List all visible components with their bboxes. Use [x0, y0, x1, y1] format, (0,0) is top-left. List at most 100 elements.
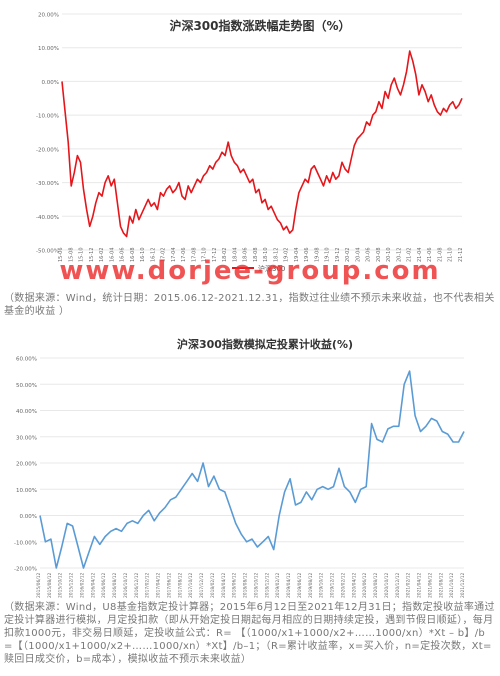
- x-tick-label: 17-10: [202, 247, 208, 262]
- x-tick-label: 2020/10/12: [384, 572, 390, 598]
- x-tick-label: 19-02: [284, 247, 290, 262]
- chart-1-panel: 沪深300指数涨跌幅走势图（%） 20.00% 10.00% 0.00% -10.00…: [0, 0, 500, 290]
- y-tick-label: -40.00%: [36, 215, 59, 221]
- x-tick-label: 2021/06/12: [427, 572, 433, 598]
- x-tick-label: 20-10: [386, 247, 392, 262]
- x-tick-label: 15-10: [79, 247, 85, 262]
- x-tick-label: 19-10: [325, 247, 331, 262]
- x-tick-label: 2019/10/12: [319, 572, 325, 598]
- x-tick-label: 19-12: [335, 247, 341, 262]
- x-tick-label: 2015/12/12: [69, 572, 75, 598]
- x-tick-label: 17-12: [212, 247, 218, 262]
- y-tick-label: -20.00%: [36, 147, 59, 153]
- x-tick-label: 18-04: [232, 247, 238, 262]
- y-tick-label: 0.00%: [20, 514, 37, 520]
- x-tick-label: 16-08: [130, 247, 136, 262]
- y-tick-label: -10.00%: [36, 114, 59, 120]
- x-tick-label: 2021/12/12: [460, 572, 466, 598]
- x-tick-label: 21-10: [448, 247, 454, 262]
- chart-1-svg: 沪深300指数涨跌幅走势图（%） 20.00% 10.00% 0.00% -10.00…: [36, 13, 464, 274]
- chart-1-title: 沪深300指数涨跌幅走势图（%）: [169, 18, 350, 33]
- y-tick-label: 50.00%: [16, 383, 37, 389]
- x-tick-label: 19-06: [304, 247, 310, 262]
- x-tick-label: 19-04: [294, 247, 300, 262]
- x-tick-label: 18-12: [273, 247, 279, 262]
- y-tick-label: 20.00%: [38, 13, 59, 19]
- x-tick-label: 20-08: [376, 247, 382, 262]
- x-tick-label: 19-08: [314, 247, 320, 262]
- x-tick-label: 20-12: [396, 247, 402, 262]
- x-tick-label: 2020/08/12: [373, 572, 379, 598]
- x-tick-label: 21-02: [407, 247, 413, 262]
- x-tick-label: 2020/04/12: [351, 572, 357, 598]
- x-tick-label: 2017/04/12: [156, 572, 162, 598]
- x-tick-label: 18-02: [222, 247, 228, 262]
- y-tick-label: 10.00%: [38, 46, 59, 52]
- x-tick-label: 2015/08/12: [47, 572, 53, 598]
- x-tick-label: 2016/04/12: [90, 572, 96, 598]
- x-tick-label: 16-12: [150, 247, 156, 262]
- chart-2-caption: （数据来源：Wind，U8基金指数定投计算器；2015年6月12日至2021年1…: [4, 602, 495, 665]
- x-tick-label: 16-06: [120, 247, 126, 262]
- x-tick-label: 17-08: [191, 247, 197, 262]
- x-tick-label: 2020/12/12: [395, 572, 401, 598]
- x-tick-label: 2015/06/12: [36, 572, 42, 598]
- x-tick-label: 17-02: [161, 247, 167, 262]
- y-tick-label: 20.00%: [16, 462, 37, 468]
- x-tick-label: 2016/06/12: [101, 572, 107, 598]
- x-tick-label: 2019/12/12: [330, 572, 336, 598]
- x-tick-label: 2020/06/12: [362, 572, 368, 598]
- x-tick-label: 18-08: [253, 247, 259, 262]
- x-tick-label: 2018/04/12: [221, 572, 227, 598]
- x-tick-label: 2017/12/12: [199, 572, 205, 598]
- x-tick-label: 2016/10/12: [123, 572, 129, 598]
- x-tick-label: 2019/06/12: [297, 572, 303, 598]
- chart-2-title: 沪深300指数模拟定投累计收益(%): [177, 337, 353, 351]
- y-tick-label: -30.00%: [36, 181, 59, 187]
- y-tick-label: -50.00%: [36, 249, 59, 255]
- x-tick-label: 21-08: [437, 247, 443, 262]
- x-tick-label: 2017/02/12: [145, 572, 151, 598]
- y-tick-label: 40.00%: [16, 409, 37, 415]
- x-tick-label: 17-04: [171, 247, 177, 262]
- chart-1-caption: （数据来源：Wind，统计日期：2015.06.12-2021.12.31，指数…: [4, 293, 495, 317]
- series-line: [61, 50, 463, 238]
- x-tick-label: 21-12: [458, 247, 464, 262]
- x-tick-label: 15-06: [58, 247, 64, 262]
- x-tick-label: 2017/06/12: [166, 572, 172, 598]
- x-tick-label: 2021/10/12: [449, 572, 455, 598]
- x-tick-label: 2018/06/12: [232, 572, 238, 598]
- x-tick-label: 20-06: [366, 247, 372, 262]
- x-tick-label: 2020/02/12: [340, 572, 346, 598]
- x-tick-label: 2019/08/12: [308, 572, 314, 598]
- x-tick-label: 2018/02/12: [210, 572, 216, 598]
- x-tick-label: 2016/12/12: [134, 572, 140, 598]
- x-tick-label: 16-04: [109, 247, 115, 262]
- x-tick-label: 2021/02/12: [406, 572, 412, 598]
- x-tick-label: 2019/04/12: [286, 572, 292, 598]
- x-tick-label: 20-02: [345, 247, 351, 262]
- x-tick-label: 16-10: [140, 247, 146, 262]
- chart-2-panel: 沪深300指数模拟定投累计收益(%) 60.00% 50.00% 40.00% 30.…: [0, 330, 500, 600]
- x-tick-label: 15-12: [89, 247, 95, 262]
- x-tick-label: 18-10: [263, 247, 269, 262]
- y-tick-label: -10.00%: [14, 540, 37, 546]
- x-tick-label: 21-06: [427, 247, 433, 262]
- x-tick-label: 20-04: [355, 247, 361, 262]
- x-tick-label: 2018/08/12: [243, 572, 249, 598]
- x-tick-label: 15-08: [68, 247, 74, 262]
- y-tick-label: 0.00%: [42, 80, 59, 86]
- x-tick-label: 2017/08/12: [177, 572, 183, 598]
- x-tick-label: 2015/10/12: [58, 572, 64, 598]
- chart-2-svg: 沪深300指数模拟定投累计收益(%) 60.00% 50.00% 40.00% 30.…: [14, 337, 466, 598]
- y-tick-label: 30.00%: [16, 435, 37, 441]
- x-tick-label: 16-02: [99, 247, 105, 262]
- x-tick-label: 17-06: [181, 247, 187, 262]
- y-tick-label: -20.00%: [14, 567, 37, 573]
- x-tick-label: 18-06: [243, 247, 249, 262]
- x-tick-label: 2018/10/12: [253, 572, 259, 598]
- x-tick-label: 2021/04/12: [417, 572, 423, 598]
- x-tick-label: 2016/08/12: [112, 572, 118, 598]
- series-line: [39, 370, 465, 569]
- x-tick-label: 2016/02/12: [79, 572, 85, 598]
